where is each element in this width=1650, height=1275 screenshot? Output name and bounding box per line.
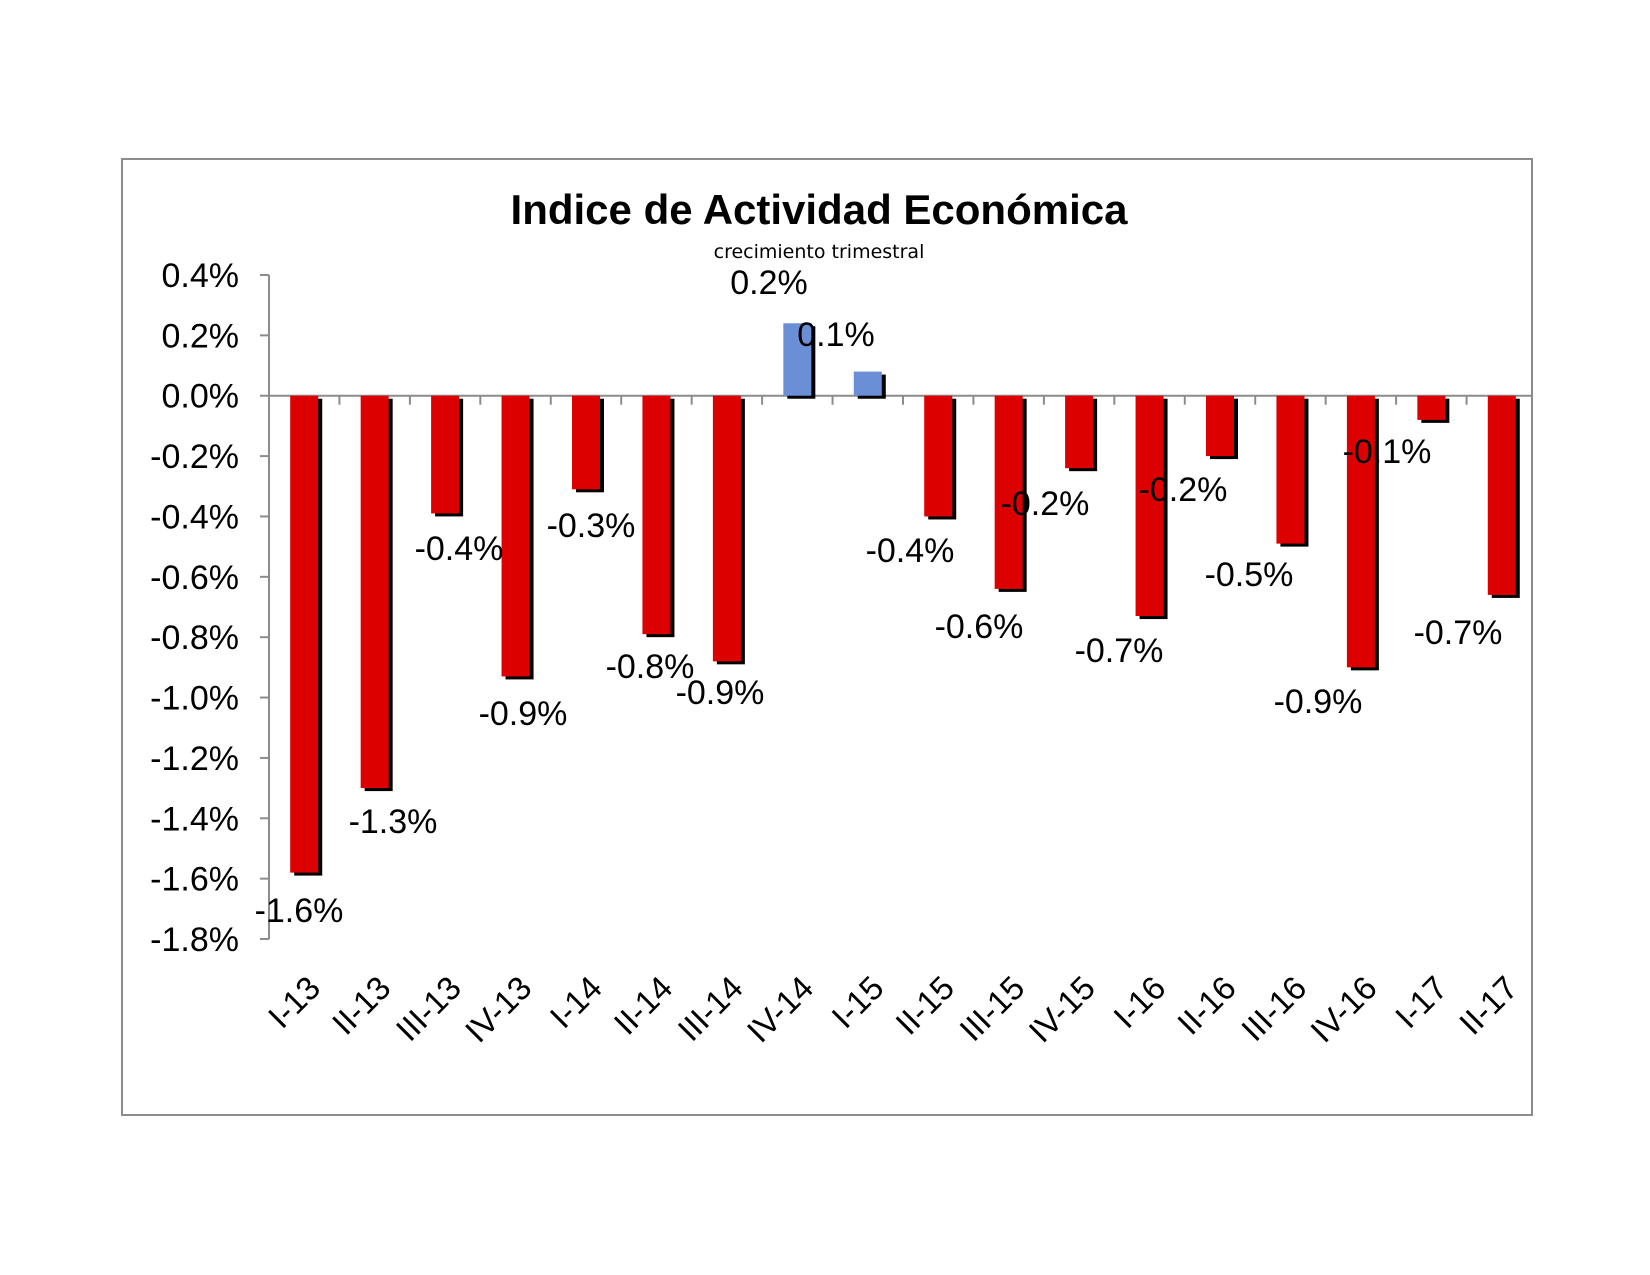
data-label: 0.2% bbox=[730, 264, 808, 302]
chart-subtitle: crecimiento trimestral bbox=[714, 241, 925, 263]
x-category-label: I-17 bbox=[1388, 969, 1454, 1035]
bar bbox=[431, 395, 460, 514]
bar bbox=[642, 395, 671, 635]
x-category-label: II-14 bbox=[607, 969, 680, 1042]
y-tick-label: -1.4% bbox=[150, 800, 239, 838]
bar bbox=[1487, 395, 1516, 595]
bar bbox=[1417, 395, 1446, 420]
y-tick-label: -1.2% bbox=[150, 740, 239, 778]
data-label: -0.3% bbox=[547, 507, 636, 545]
bar bbox=[783, 323, 812, 396]
x-category-label: II-17 bbox=[1452, 969, 1525, 1042]
bar bbox=[1276, 395, 1305, 544]
x-category-label: III-16 bbox=[1234, 969, 1313, 1048]
y-tick-label: -1.8% bbox=[150, 921, 239, 959]
data-label: -0.6% bbox=[935, 608, 1024, 646]
bar bbox=[290, 395, 319, 873]
x-category-label: III-13 bbox=[389, 969, 468, 1048]
data-label: -0.8% bbox=[606, 648, 695, 686]
data-label: -0.7% bbox=[1414, 614, 1503, 652]
x-category-label: I-14 bbox=[543, 969, 609, 1035]
x-category-label: II-13 bbox=[325, 969, 398, 1042]
bar-chart: Indice de Actividad Económica crecimient… bbox=[150, 186, 1533, 1049]
data-label: -0.5% bbox=[1205, 556, 1294, 594]
x-category-label: IV-15 bbox=[1021, 969, 1102, 1050]
axes: 0.4% 0.2% 0.0% -0.2% -0.4% -0.6% -0.8% -1.0% -1.… bbox=[150, 257, 1533, 1049]
data-label: -0.2% bbox=[1139, 471, 1228, 509]
x-category-label: III-14 bbox=[670, 969, 749, 1048]
y-tick-label: -0.8% bbox=[150, 619, 239, 657]
x-category-label: II-15 bbox=[888, 969, 961, 1042]
x-category-label: II-16 bbox=[1170, 969, 1243, 1042]
x-category-label: III-15 bbox=[952, 969, 1031, 1048]
bar bbox=[1065, 395, 1094, 469]
data-label: 0.1% bbox=[797, 316, 875, 354]
data-label: -0.9% bbox=[676, 674, 765, 712]
data-label: -0.4% bbox=[415, 530, 504, 568]
y-tick-label: 0.4% bbox=[162, 257, 240, 295]
x-category-label: IV-14 bbox=[740, 969, 821, 1050]
x-category-label: IV-16 bbox=[1303, 969, 1384, 1050]
data-label: -0.4% bbox=[866, 532, 955, 570]
y-tick-label: -0.6% bbox=[150, 559, 239, 597]
data-label: -0.9% bbox=[1274, 683, 1363, 721]
bar bbox=[924, 395, 953, 517]
bar bbox=[853, 371, 882, 396]
data-label: -1.3% bbox=[349, 803, 438, 841]
y-tick-label: -0.4% bbox=[150, 498, 239, 536]
bar bbox=[1135, 395, 1164, 617]
bar bbox=[1206, 395, 1234, 457]
data-label: -0.7% bbox=[1075, 632, 1164, 670]
bars bbox=[290, 323, 1520, 876]
bar bbox=[712, 395, 741, 662]
y-tick-label: -1.6% bbox=[150, 861, 239, 899]
chart-title: Indice de Actividad Económica bbox=[511, 186, 1129, 233]
bar bbox=[994, 395, 1023, 589]
x-category-label: IV-13 bbox=[458, 969, 539, 1050]
y-tick-label: -0.2% bbox=[150, 438, 239, 476]
chart-frame: Indice de Actividad Económica crecimient… bbox=[121, 158, 1533, 1116]
y-tick-label: -1.0% bbox=[150, 680, 239, 718]
bar bbox=[572, 395, 600, 490]
bar bbox=[501, 395, 530, 677]
y-tick-label: 0.0% bbox=[162, 378, 240, 416]
data-label: -0.2% bbox=[1001, 485, 1090, 523]
data-labels: -1.6%-1.3%-0.4%-0.9%-0.3%-0.8%-0.9%0.2%0… bbox=[255, 264, 1503, 930]
data-label: -1.6% bbox=[255, 892, 344, 930]
x-category-label: I-16 bbox=[1106, 969, 1172, 1035]
bar bbox=[1346, 395, 1375, 668]
y-tick-label: 0.2% bbox=[162, 317, 240, 355]
x-category-label: I-13 bbox=[261, 969, 327, 1035]
data-label: -0.1% bbox=[1343, 433, 1432, 471]
x-category-label: I-15 bbox=[824, 969, 890, 1035]
bar bbox=[360, 395, 389, 789]
data-label: -0.9% bbox=[479, 695, 568, 733]
